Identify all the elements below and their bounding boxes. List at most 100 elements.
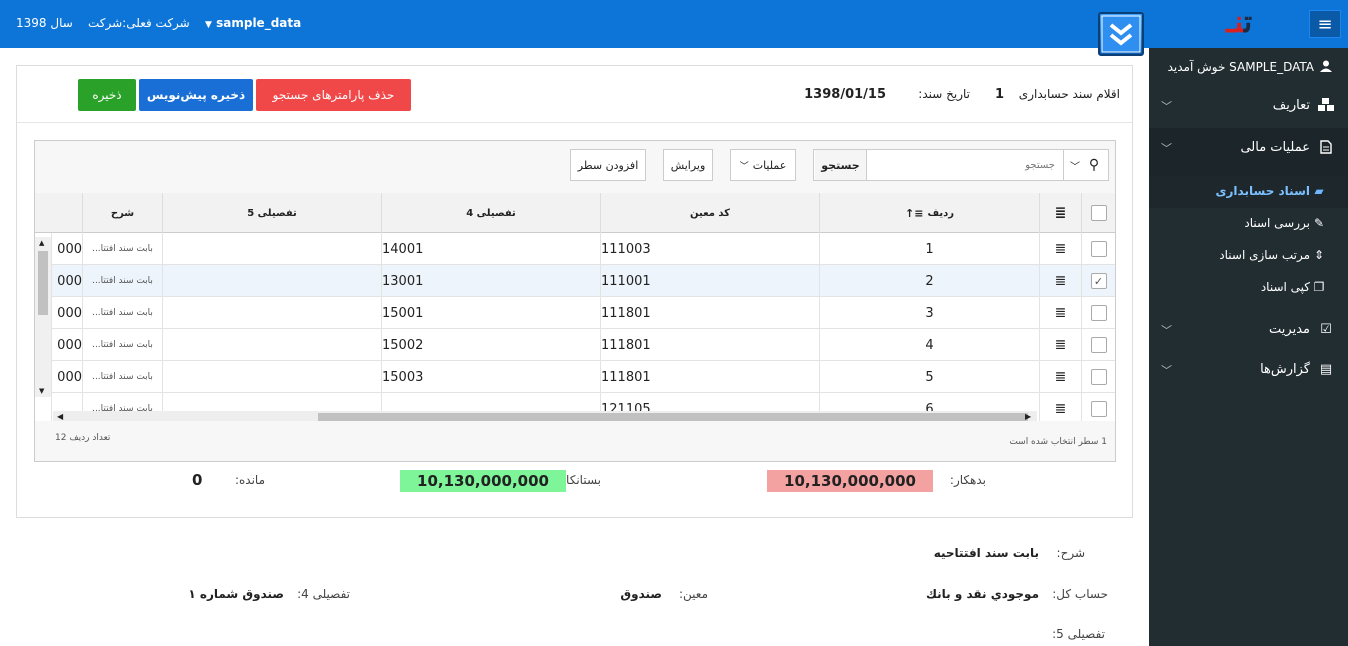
cell-tafsili4 bbox=[381, 393, 600, 421]
cell-amount: 000 bbox=[51, 297, 82, 329]
operations-dropdown[interactable]: عملیات ﹀ bbox=[730, 149, 796, 181]
detail-kol: موجودي نقد و بانك bbox=[925, 587, 1039, 601]
cell-moein: 111801 bbox=[600, 361, 819, 393]
document-panel: اقلام سند حسابداری 1 تاریخ سند: 1398/01/… bbox=[16, 65, 1133, 518]
row-checkbox[interactable] bbox=[1081, 233, 1115, 265]
items-grid: ⚲ ﹀ جستجو عملیات﹀ ویرایش افزودن سطر ≣ رد… bbox=[34, 140, 1116, 462]
sidebar: SAMPLE_DATA خوش آمدید تعاریف ﹀ عملیات ما… bbox=[1149, 48, 1348, 646]
chevron-down-icon: ﹀ bbox=[1161, 364, 1172, 377]
sidebar-item-financial-ops[interactable]: عملیات مالی ﹀ bbox=[1149, 140, 1348, 160]
credit-label: بستانکار: bbox=[556, 473, 601, 487]
chevron-down-icon: ﹀ bbox=[739, 161, 749, 172]
sidebar-item-management[interactable]: ☑ مدیریت ﹀ bbox=[1149, 322, 1348, 342]
dataset-dropdown[interactable]: ▼ sample_data bbox=[205, 16, 301, 30]
collapse-arrows-icon[interactable] bbox=[1098, 12, 1144, 56]
column-header-row[interactable]: ردیف ≡↑ bbox=[819, 193, 1039, 233]
column-menu-icon[interactable]: ≣ bbox=[1039, 193, 1081, 233]
cell-sharh: بابت سند افتتا... bbox=[82, 297, 162, 329]
cell-tafsili4: 13001 bbox=[381, 265, 600, 297]
row-checkbox[interactable] bbox=[1081, 393, 1115, 421]
table-row[interactable]: ≣ 3 111801 15001 بابت سند افتتا... 000 bbox=[35, 297, 1115, 329]
cell-tafsili5 bbox=[162, 297, 381, 329]
column-header-tafsili5[interactable]: تفصیلی 5 bbox=[162, 193, 381, 233]
cubes-icon bbox=[1318, 98, 1334, 116]
date-label: تاریخ سند: bbox=[918, 87, 970, 101]
search-input[interactable] bbox=[867, 159, 1063, 171]
row-checkbox[interactable] bbox=[1081, 297, 1115, 329]
row-checkbox[interactable]: ✓ bbox=[1081, 265, 1115, 297]
vertical-scrollbar[interactable]: ▲ ▼ bbox=[35, 237, 51, 397]
table-row[interactable]: ≣ 1 111003 14001 بابت سند افتتا... 000 bbox=[35, 233, 1115, 265]
cell-tafsili5 bbox=[162, 361, 381, 393]
row-menu-icon[interactable]: ≣ bbox=[1039, 329, 1081, 361]
sidebar-subitem-copy-docs[interactable]: ❐ کپی اسناد bbox=[1260, 280, 1325, 294]
detail-sharh-label: شرح: bbox=[1056, 546, 1085, 560]
cell-amount: 000 bbox=[51, 265, 82, 297]
sidebar-item-reports[interactable]: ▤ گزارش‌ها ﹀ bbox=[1161, 362, 1333, 377]
cell-sharh: بابت سند افتتا... bbox=[82, 393, 162, 421]
search-icon[interactable]: ⚲ bbox=[1088, 157, 1100, 173]
sort-icon: ⇕ bbox=[1313, 248, 1325, 262]
fiscal-year[interactable]: سال 1398 bbox=[16, 16, 73, 30]
cell-amount: 000 bbox=[51, 233, 82, 265]
column-header-moein[interactable]: کد معین bbox=[600, 193, 819, 233]
doc-date: 1398/01/15 bbox=[804, 87, 886, 102]
detail-moein: صندوق bbox=[620, 587, 662, 601]
row-count: تعداد ردیف 12 bbox=[55, 433, 111, 443]
cell-tafsili5 bbox=[162, 233, 381, 265]
cell-sharh: بابت سند افتتا... bbox=[82, 265, 162, 297]
row-menu-icon[interactable]: ≣ bbox=[1039, 233, 1081, 265]
grid-table: ≣ ردیف ≡↑ کد معین تفصیلی 4 تفصیلی 5 شرح ≣… bbox=[35, 193, 1115, 421]
clear-search-button[interactable]: حذف پارامترهای جستجو bbox=[256, 79, 411, 111]
edit-icon: ✎ bbox=[1313, 216, 1325, 230]
row-menu-icon[interactable]: ≣ bbox=[1039, 361, 1081, 393]
sidebar-subitem-accounting-docs[interactable]: ▰ اسناد حسابداری bbox=[1149, 184, 1348, 204]
cell-radif: 5 bbox=[819, 361, 1039, 393]
cell-tafsili4: 15002 bbox=[381, 329, 600, 361]
detail-t5-label: تفصیلی 5: bbox=[1052, 627, 1105, 641]
cell-tafsili4: 15001 bbox=[381, 297, 600, 329]
select-all-checkbox[interactable] bbox=[1081, 193, 1115, 233]
doc-number: 1 bbox=[994, 87, 1004, 102]
cell-radif: 6 bbox=[819, 393, 1039, 421]
table-row[interactable]: ≣ 4 111801 15002 بابت سند افتتا... 000 bbox=[35, 329, 1115, 361]
sidebar-subitem-sort-docs[interactable]: ⇕ مرتب سازی اسناد bbox=[1219, 248, 1325, 262]
row-menu-icon[interactable]: ≣ bbox=[1039, 393, 1081, 421]
table-row[interactable]: ✓ ≣ 2 111001 13001 بابت سند افتتا... 000 bbox=[35, 265, 1115, 297]
top-bar: سال 1398 شرکت فعلی:شرکت ▼ sample_data تن… bbox=[0, 0, 1348, 56]
chevron-down-icon: ﹀ bbox=[1161, 324, 1172, 337]
detail-t4-label: تفصیلی 4: bbox=[297, 587, 350, 601]
current-company[interactable]: شرکت فعلی:شرکت bbox=[88, 16, 190, 30]
cell-moein: 111801 bbox=[600, 297, 819, 329]
add-row-button[interactable]: افزودن سطر bbox=[570, 149, 646, 181]
dataset-name: sample_data bbox=[216, 16, 302, 30]
edit-button[interactable]: ویرایش bbox=[663, 149, 713, 181]
horizontal-scrollbar[interactable]: ◀ ▶ bbox=[53, 411, 1037, 421]
cell-radif: 4 bbox=[819, 329, 1039, 361]
save-button[interactable]: ذخیره bbox=[78, 79, 136, 111]
detail-moein-label: معین: bbox=[678, 587, 708, 601]
cell-radif: 1 bbox=[819, 233, 1039, 265]
search-box: ⚲ ﹀ جستجو bbox=[813, 149, 1109, 181]
credit-amount: 10,130,000,000 bbox=[400, 470, 566, 492]
cell-sharh: بابت سند افتتا... bbox=[82, 361, 162, 393]
detail-sharh: بابت سند افتتاحیه bbox=[933, 546, 1039, 560]
row-checkbox[interactable] bbox=[1081, 361, 1115, 393]
search-button[interactable]: جستجو bbox=[815, 150, 867, 180]
sidebar-item-definitions[interactable]: تعاریف ﹀ bbox=[1149, 98, 1348, 118]
row-menu-icon[interactable]: ≣ bbox=[1039, 265, 1081, 297]
chevron-down-icon[interactable]: ﹀ bbox=[1070, 161, 1080, 173]
row-menu-icon[interactable]: ≣ bbox=[1039, 297, 1081, 329]
chevron-down-icon: ﹀ bbox=[1161, 100, 1172, 113]
column-header-tafsili4[interactable]: تفصیلی 4 bbox=[381, 193, 600, 233]
save-draft-button[interactable]: ذخیره پیش‌نویس bbox=[139, 79, 253, 111]
hamburger-menu-icon[interactable]: ≡ bbox=[1309, 10, 1341, 38]
grid-toolbar: ⚲ ﹀ جستجو عملیات﹀ ویرایش افزودن سطر bbox=[35, 141, 1115, 191]
table-row[interactable]: ≣ 5 111801 15003 بابت سند افتتا... 000 bbox=[35, 361, 1115, 393]
row-checkbox[interactable] bbox=[1081, 329, 1115, 361]
cell-moein: 111001 bbox=[600, 265, 819, 297]
cell-sharh: بابت سند افتتا... bbox=[82, 233, 162, 265]
cell-moein: 111003 bbox=[600, 233, 819, 265]
column-header-sharh[interactable]: شرح bbox=[82, 193, 162, 233]
sidebar-subitem-review-docs[interactable]: ✎ بررسی اسناد bbox=[1244, 216, 1325, 230]
